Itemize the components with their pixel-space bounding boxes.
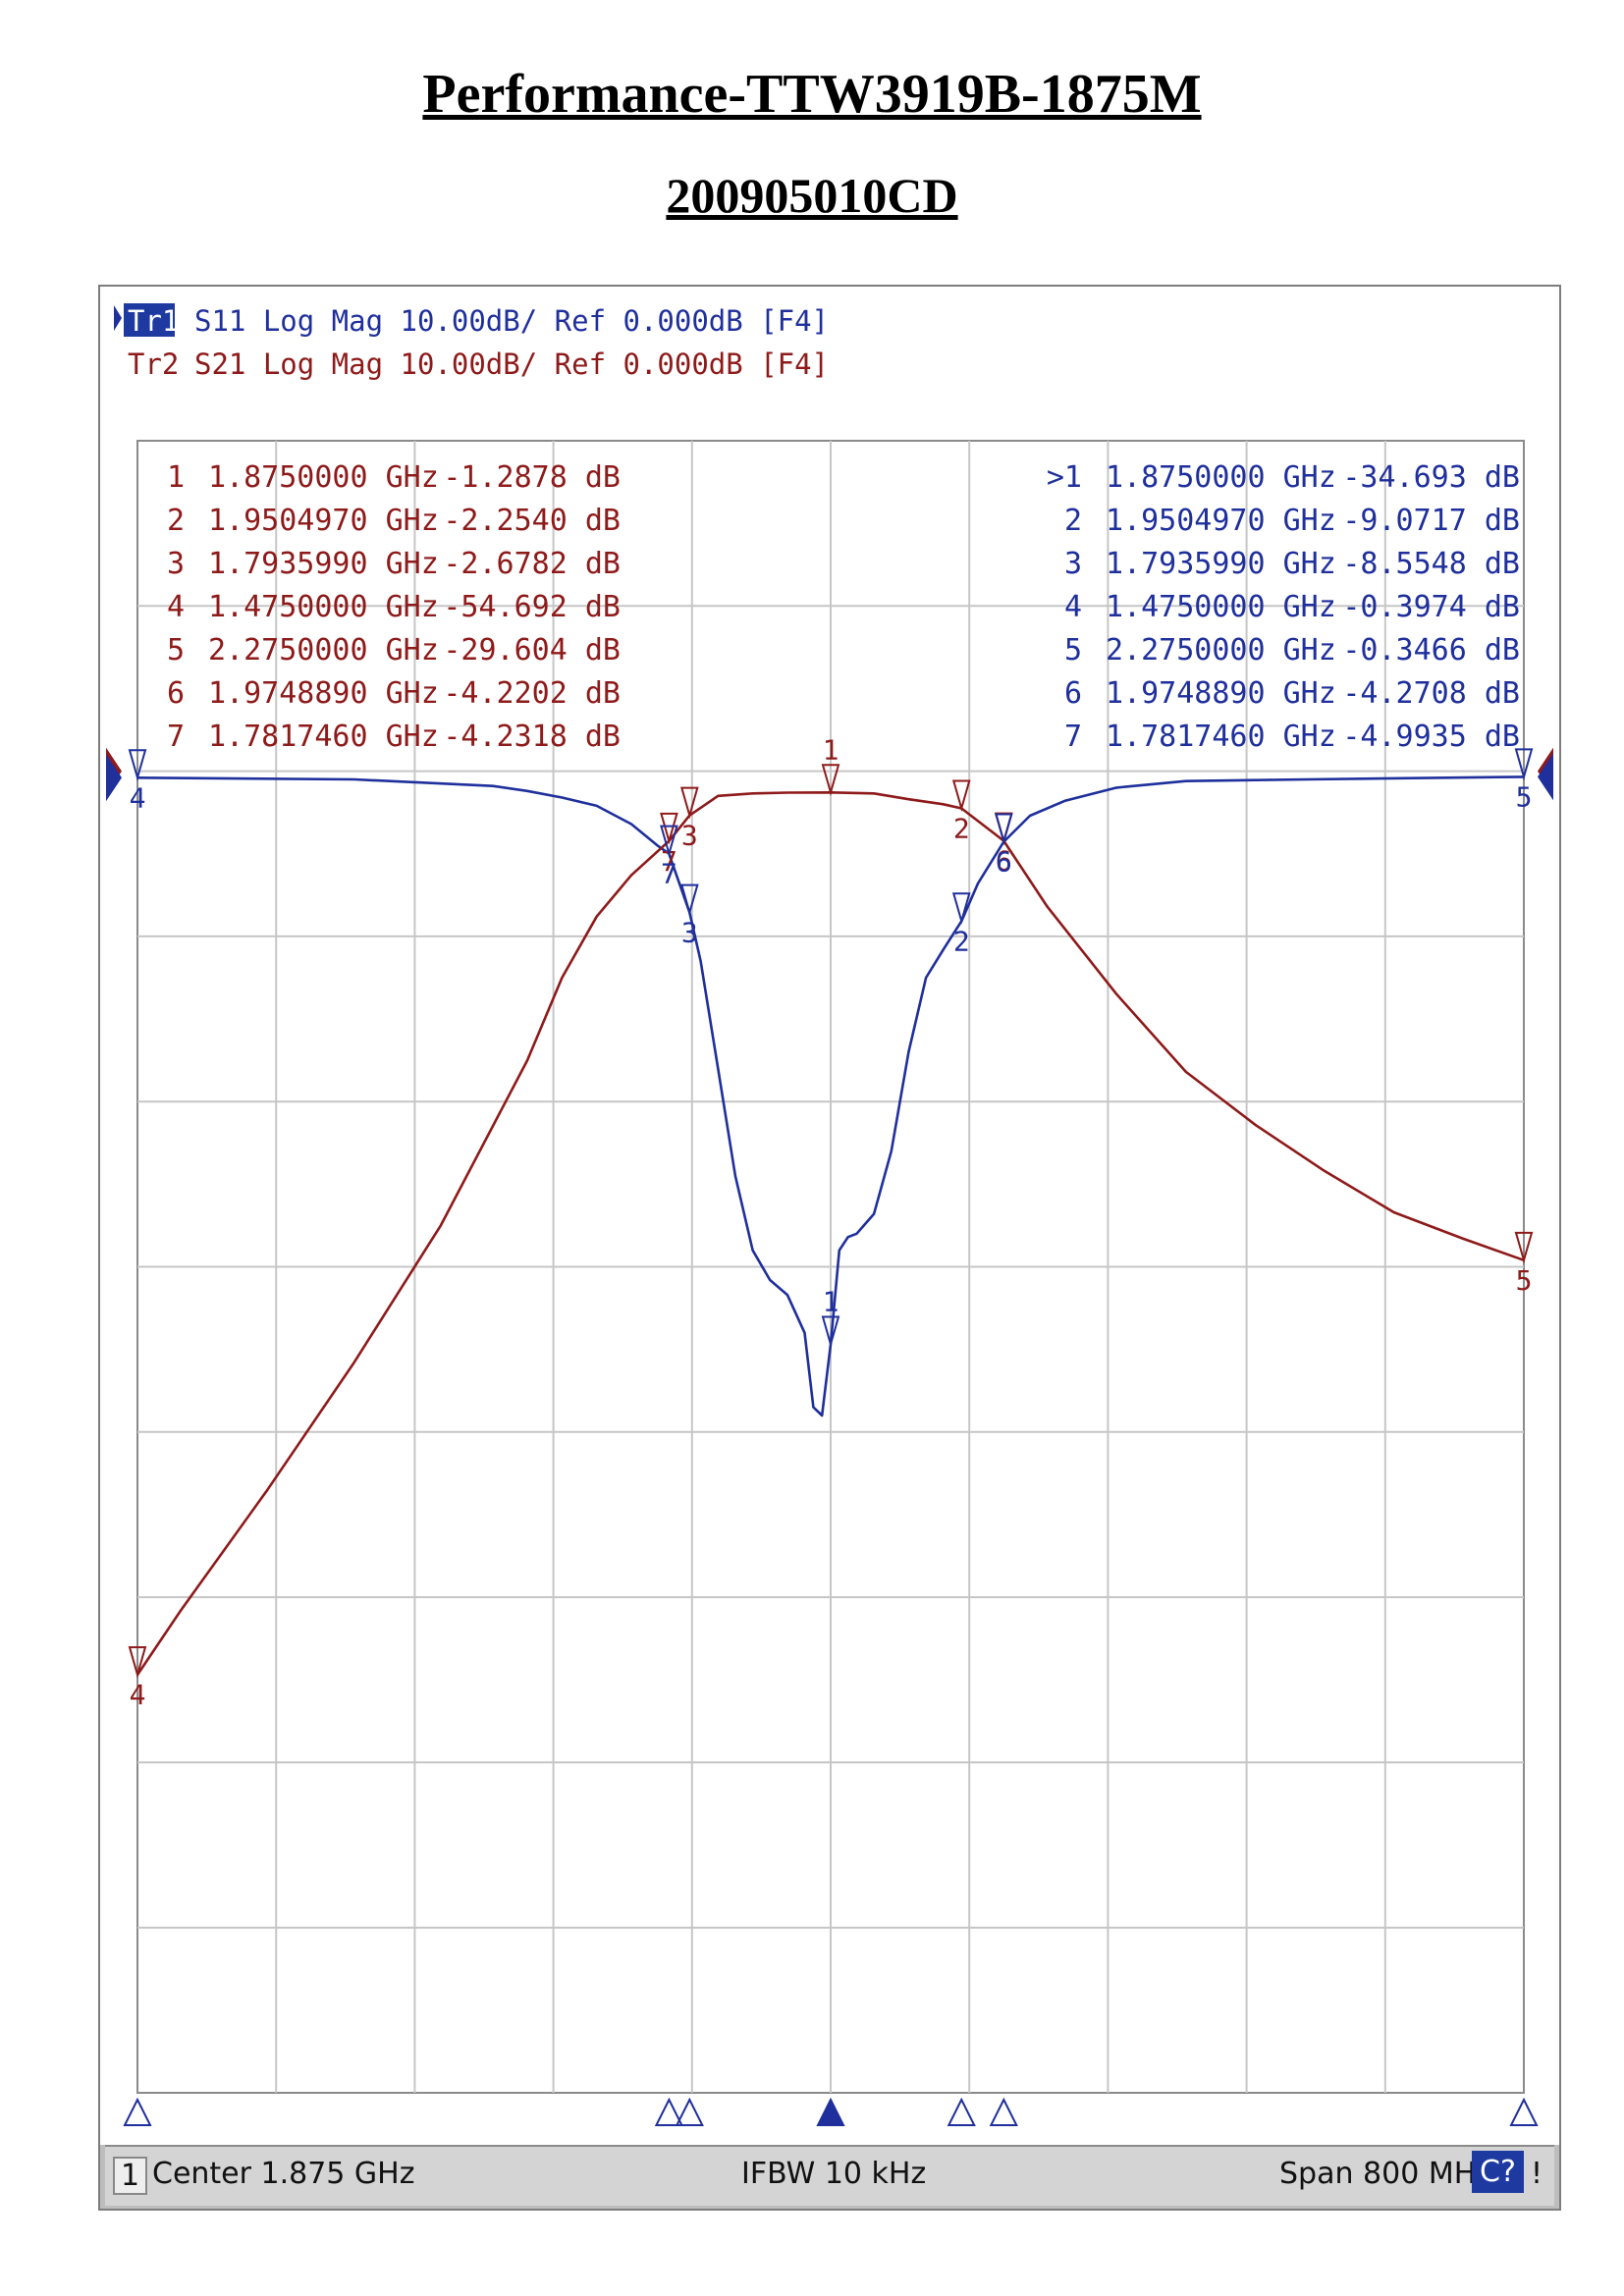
marker-num-s21: 5 <box>167 633 185 667</box>
marker-flag-label-s11: 4 <box>130 781 146 814</box>
marker-value-s11: -0.3466 dB <box>1342 633 1520 667</box>
marker-freq-s21: 1.7817460 GHz <box>208 720 439 754</box>
marker-num-s11: 7 <box>1064 720 1082 754</box>
status-bar: 1 Center 1.875 GHz IFBW 10 kHz Span 800 … <box>105 2145 1554 2206</box>
marker-flag-s11 <box>951 892 971 925</box>
marker-value-s11: -34.693 dB <box>1342 460 1520 495</box>
marker-value-s21: -2.2540 dB <box>443 504 621 538</box>
marker-flag-label-s11: 6 <box>996 845 1012 878</box>
marker-num-s11: 4 <box>1064 590 1082 624</box>
marker-flag-label-s21: 7 <box>661 845 677 878</box>
marker-flag-s11 <box>1514 748 1534 781</box>
marker-freq-s21: 1.7935990 GHz <box>208 547 439 581</box>
marker-position-indicator-icon <box>654 2097 684 2126</box>
marker-num-s21: 4 <box>167 590 185 624</box>
marker-num-s21: 7 <box>167 720 185 754</box>
marker-num-s11: 5 <box>1064 633 1082 667</box>
marker-flag-s21 <box>128 1646 147 1679</box>
marker-freq-s11: 1.9504970 GHz <box>1106 504 1336 538</box>
marker-value-s21: -4.2202 dB <box>443 676 621 711</box>
marker-freq-s11: 1.7935990 GHz <box>1106 547 1336 581</box>
marker-flag-label-s11: 2 <box>953 925 970 957</box>
marker-position-indicator-icon <box>1509 2097 1539 2126</box>
marker-freq-s21: 1.9748890 GHz <box>208 676 439 711</box>
trace-s21 <box>135 791 1525 1676</box>
marker-flag-label-s11: 7 <box>661 858 677 890</box>
marker-value-s21: -54.692 dB <box>443 590 621 624</box>
marker-freq-s11: 2.2750000 GHz <box>1106 633 1336 667</box>
marker-num-s11: 2 <box>1064 504 1082 538</box>
warning-icon: ! <box>1531 2157 1543 2191</box>
marker-freq-s11: 1.9748890 GHz <box>1106 676 1336 711</box>
marker-num-s11: 6 <box>1064 676 1082 711</box>
trace-id-tr1: Tr1 <box>128 304 179 338</box>
marker-flag-label-s11: 1 <box>823 1285 839 1317</box>
marker-num-s21: 2 <box>167 504 185 538</box>
marker-freq-s21: 2.2750000 GHz <box>208 633 439 667</box>
marker-flag-label-s11: 3 <box>681 917 698 949</box>
marker-position-indicator-icon <box>123 2097 152 2126</box>
marker-num-s21: 1 <box>167 460 185 495</box>
marker-num-s11: 3 <box>1064 547 1082 581</box>
marker-flag-s21 <box>1514 1231 1534 1264</box>
channel-indicator[interactable]: 1 <box>113 2157 148 2195</box>
marker-num-s21: 6 <box>167 676 185 711</box>
marker-position-indicator-icon <box>947 2097 976 2126</box>
document-title: Performance-TTW3919B-1875M <box>422 64 1202 125</box>
marker-flag-label-s21: 2 <box>953 813 970 845</box>
marker-freq-s21: 1.9504970 GHz <box>208 504 439 538</box>
marker-value-s11: -9.0717 dB <box>1342 504 1520 538</box>
plot-area: Tr1 S11 Log Mag 10.00dB/ Ref 0.000dB [F4]… <box>100 287 1559 2145</box>
marker-position-indicator-icon <box>816 2097 845 2126</box>
marker-flag-s21 <box>660 812 678 845</box>
marker-value-s21: -29.604 dB <box>443 633 621 667</box>
marker-value-s11: -8.5548 dB <box>1342 547 1520 581</box>
marker-flag-s11 <box>821 1315 840 1349</box>
marker-flag-label-s21: 6 <box>996 845 1012 878</box>
marker-freq-s21: 1.8750000 GHz <box>208 460 439 495</box>
ifbw-setting[interactable]: IFBW 10 kHz <box>741 2157 927 2191</box>
marker-value-s21: -2.6782 dB <box>443 547 621 581</box>
marker-value-s21: -4.2318 dB <box>443 720 621 754</box>
marker-flag-label-s21: 3 <box>681 820 698 852</box>
marker-num-s21: 3 <box>167 547 185 581</box>
ref-arrow-right-s11-icon <box>1538 753 1553 801</box>
marker-value-s11: -0.3974 dB <box>1342 590 1520 624</box>
marker-value-s11: -4.9935 dB <box>1342 720 1520 754</box>
marker-flag-label-s21: 4 <box>130 1679 146 1711</box>
marker-flag-s21 <box>951 779 971 813</box>
marker-flag-label-s21: 1 <box>823 733 839 766</box>
marker-freq-s11: 1.8750000 GHz <box>1106 460 1336 495</box>
calibration-indicator[interactable]: C? <box>1472 2151 1524 2193</box>
trace-settings-tr2: S21 Log Mag 10.00dB/ Ref 0.000dB [F4] <box>194 347 829 381</box>
marker-freq-s21: 1.4750000 GHz <box>208 590 439 624</box>
marker-flag-label-s21: 5 <box>1516 1264 1533 1297</box>
marker-flag-s11 <box>660 825 678 858</box>
ref-arrow-left-s11-icon <box>106 754 122 802</box>
marker-value-s21: -1.2878 dB <box>443 460 621 495</box>
marker-value-s11: -4.2708 dB <box>1342 676 1520 711</box>
marker-num-s11: >1 <box>1047 460 1082 495</box>
span-setting[interactable]: Span 800 MHz <box>1279 2157 1492 2191</box>
marker-position-indicator-icon <box>989 2097 1018 2126</box>
trace-id-tr2: Tr2 <box>128 347 179 381</box>
document-subtitle: 200905010CD <box>666 168 958 223</box>
trace-settings-tr1: S11 Log Mag 10.00dB/ Ref 0.000dB [F4] <box>194 304 829 338</box>
marker-freq-s11: 1.4750000 GHz <box>1106 590 1336 624</box>
marker-flag-label-s11: 5 <box>1516 780 1533 813</box>
active-trace-pointer-icon <box>114 305 122 331</box>
marker-flag-s11 <box>128 749 147 781</box>
center-frequency[interactable]: Center 1.875 GHz <box>152 2157 415 2191</box>
marker-freq-s11: 1.7817460 GHz <box>1106 720 1336 754</box>
active-trace-highlight <box>124 303 175 337</box>
marker-flag-s21 <box>821 764 840 796</box>
marker-position-indicator-icon <box>675 2097 704 2126</box>
marker-flag-s11 <box>680 883 699 917</box>
marker-flag-s21 <box>680 786 699 820</box>
marker-flag-s11 <box>994 813 1013 846</box>
analyzer-window: Tr1 S11 Log Mag 10.00dB/ Ref 0.000dB [F4]… <box>98 285 1561 2211</box>
